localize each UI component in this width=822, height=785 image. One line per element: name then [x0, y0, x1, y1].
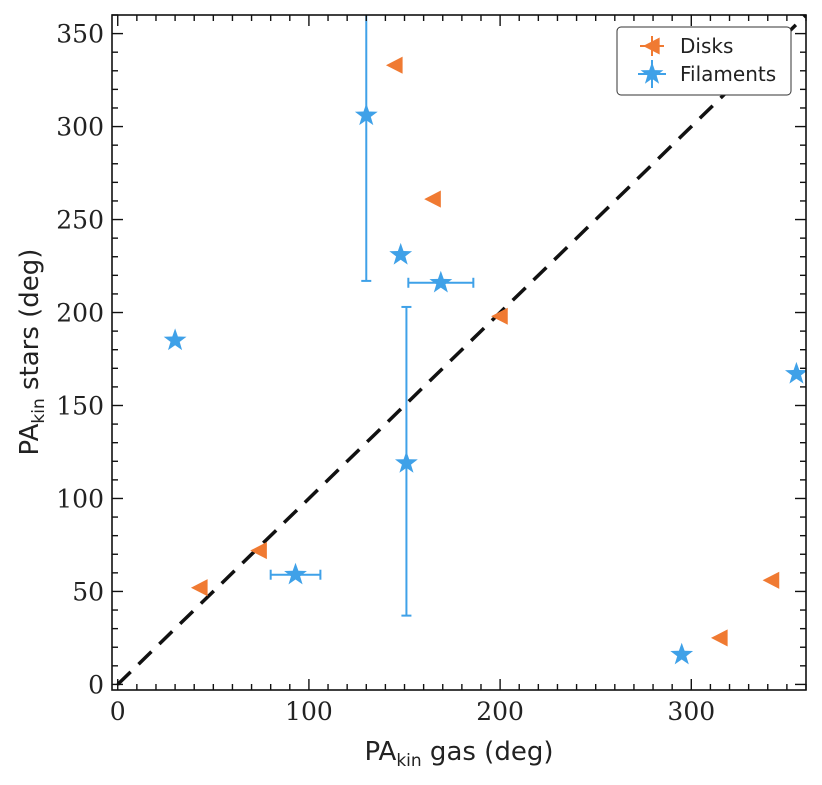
disk-point: [491, 307, 508, 325]
reference-line-layer: [116, 15, 806, 686]
tick-label-layer: 0 100 200 300 0 50 100 150 200 250 300 350: [56, 20, 715, 726]
filament-point: [284, 562, 307, 585]
disk-point: [385, 56, 403, 74]
x-tick-label: 0: [110, 697, 126, 726]
legend-marker-disks: [640, 36, 664, 56]
disk-point: [710, 629, 728, 647]
y-tick-label: 150: [56, 391, 104, 420]
disk-point: [250, 541, 267, 560]
legend-label-disks: Disks: [680, 34, 733, 58]
filament-point: [354, 103, 378, 126]
y-tick-label: 350: [56, 20, 104, 49]
y-tick-label: 250: [56, 206, 104, 235]
y-tick-label: 300: [56, 113, 104, 142]
filament-point: [389, 242, 413, 265]
y-axis-label: PAkin stars (deg): [15, 249, 49, 456]
x-tick-label: 300: [667, 697, 715, 726]
tick-layer: [112, 14, 807, 690]
x-tick-label: 100: [285, 697, 333, 726]
disk-point: [190, 579, 208, 597]
legend-star-icon: [640, 62, 664, 84]
filament-point: [670, 642, 694, 665]
filament-point: [785, 361, 806, 384]
y-tick-label: 0: [88, 670, 104, 699]
filament-point: [395, 451, 418, 473]
y-tick-label: 100: [56, 484, 104, 513]
one-to-one-reference-line: [116, 15, 806, 686]
disk-point: [424, 190, 441, 208]
filament-point: [163, 328, 187, 351]
legend-triangle-icon: [643, 37, 660, 55]
legend-label-filaments: Filaments: [680, 62, 776, 86]
legend-marker-filaments: [638, 60, 666, 88]
y-tick-label: 50: [72, 577, 104, 606]
disk-point: [762, 571, 780, 589]
data-point-layer: [163, 56, 806, 665]
y-tick-label: 200: [56, 299, 104, 328]
legend-box: [616, 26, 792, 96]
x-axis-label: PAkin gas (deg): [365, 737, 554, 771]
plot-frame: [111, 14, 807, 691]
error-bar-layer: [269, 15, 475, 617]
filament-point: [429, 270, 453, 293]
x-tick-label: 200: [476, 697, 524, 726]
legend: Disks Filaments: [616, 26, 792, 96]
